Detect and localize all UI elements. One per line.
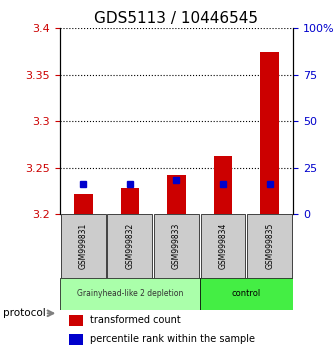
FancyBboxPatch shape [108,214,152,278]
FancyBboxPatch shape [201,214,245,278]
Title: GDS5113 / 10446545: GDS5113 / 10446545 [95,11,258,26]
Text: GSM999831: GSM999831 [79,223,88,269]
Bar [69,315,83,326]
FancyBboxPatch shape [200,278,293,310]
Bar [69,334,83,345]
Text: percentile rank within the sample: percentile rank within the sample [90,334,255,344]
Text: Grainyhead-like 2 depletion: Grainyhead-like 2 depletion [77,289,183,298]
Bar [214,156,232,214]
FancyBboxPatch shape [247,214,292,278]
FancyBboxPatch shape [60,278,200,310]
Bar [167,175,186,214]
FancyBboxPatch shape [154,214,199,278]
Text: GSM999832: GSM999832 [125,223,135,269]
Text: GSM999834: GSM999834 [218,223,228,269]
Bar [121,188,139,214]
Bar [74,194,93,214]
Text: protocol: protocol [3,308,46,318]
Text: transformed count: transformed count [90,315,181,325]
Text: GSM999835: GSM999835 [265,223,274,269]
Text: control: control [232,289,261,298]
Bar [260,52,279,214]
Text: GSM999833: GSM999833 [172,223,181,269]
FancyBboxPatch shape [61,214,106,278]
